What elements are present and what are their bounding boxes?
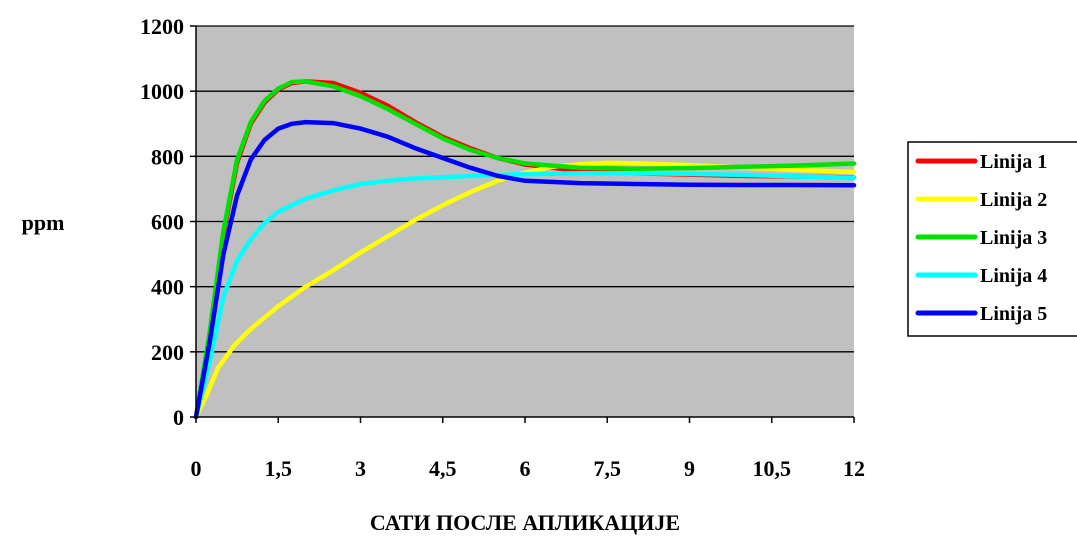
- y-tick-label: 1000: [140, 79, 184, 104]
- y-tick-label: 200: [151, 340, 184, 365]
- series-line-linija-5: [193, 119, 857, 420]
- y-tick-label: 400: [151, 275, 184, 300]
- x-tick-labels: 0 1,5 3 4,5 6 7,5 9 10,5 12: [191, 417, 865, 481]
- y-tick-label: 600: [151, 210, 184, 235]
- y-tick-label: 800: [151, 144, 184, 169]
- legend-label: Linija 4: [980, 265, 1047, 287]
- legend: Linija 1 Linija 2 Linija 3 Linija 4 Linija 5: [907, 141, 1077, 337]
- x-tick-label: 3: [355, 456, 366, 481]
- legend-label: Linija 3: [980, 227, 1047, 249]
- x-tick-label: 9: [684, 456, 695, 481]
- x-tick-label: 7,5: [594, 456, 622, 481]
- x-tick-label: 10,5: [753, 456, 792, 481]
- series-lines: [193, 79, 857, 420]
- y-tick-labels: 0 200 400 600 800 1000 1200: [140, 14, 196, 430]
- y-tick-label: 0: [173, 405, 184, 430]
- legend-label: Linija 2: [980, 189, 1047, 211]
- x-tick-label: 0: [191, 456, 202, 481]
- legend-label: Linija 5: [980, 303, 1047, 325]
- series-line-linija-2: [193, 160, 857, 420]
- x-tick-label: 4,5: [429, 456, 457, 481]
- y-tick-label: 1200: [140, 14, 184, 39]
- x-tick-label: 1,5: [265, 456, 293, 481]
- y-axis-title: ppm: [22, 210, 65, 235]
- x-tick-label: 6: [520, 456, 531, 481]
- x-axis-title: САТИ ПОСЛЕ АПЛИКАЦИЈЕ: [370, 510, 680, 535]
- x-tick-label: 12: [843, 456, 865, 481]
- series-line-linija-4: [193, 171, 857, 420]
- series-line-linija-3: [193, 79, 857, 420]
- legend-label: Linija 1: [980, 151, 1047, 173]
